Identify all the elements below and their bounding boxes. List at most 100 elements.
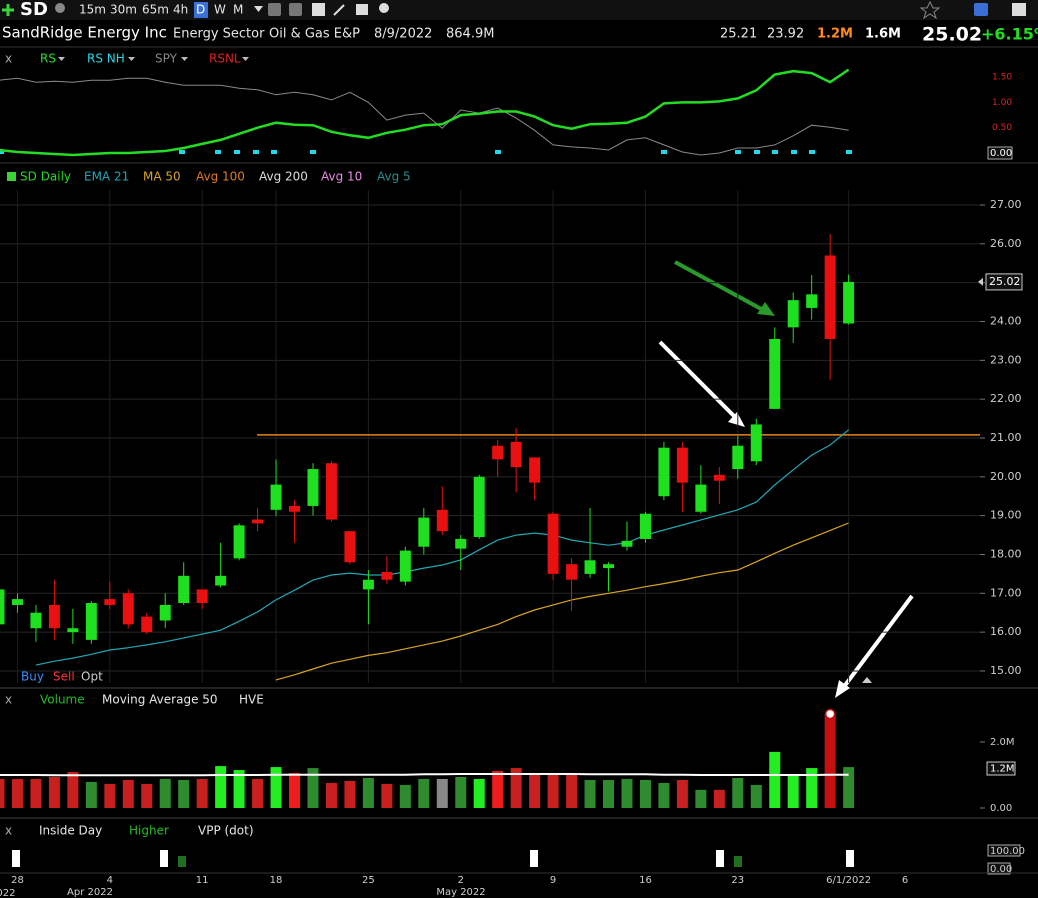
icon[interactable]: [974, 3, 988, 16]
icon[interactable]: [333, 4, 345, 16]
moving-average-line: [35, 429, 849, 666]
volume: 1.2M: [817, 27, 853, 42]
volume-bar: [806, 768, 818, 808]
candle-body: [0, 589, 5, 625]
volume-bar: [141, 783, 153, 808]
icon[interactable]: [289, 3, 302, 16]
dropdown[interactable]: [128, 57, 135, 61]
volume-bar: [455, 776, 467, 808]
y-tick-label: 27.00: [990, 198, 1022, 211]
candle-body: [67, 628, 79, 633]
icon[interactable]: [379, 3, 389, 13]
legend-item[interactable]: Inside Day: [39, 824, 102, 838]
volume-bar: [399, 784, 411, 808]
legend-item[interactable]: RSNL: [209, 52, 241, 66]
legend-item[interactable]: RS: [40, 52, 56, 66]
volume-bar: [492, 771, 504, 808]
x-tick-label: 23: [731, 875, 744, 886]
x-tick-label: 16: [639, 875, 652, 886]
candle-body: [141, 616, 153, 633]
timeframe[interactable]: 15m: [79, 3, 106, 17]
timeframe[interactable]: 30m: [110, 3, 137, 17]
legend-item[interactable]: EMA 21: [84, 170, 129, 184]
x-axis-label: 2022: [0, 888, 15, 898]
timeframe[interactable]: D: [196, 3, 205, 17]
rs-line: [0, 68, 850, 157]
legend-item[interactable]: Avg 200: [259, 170, 308, 184]
date: 8/9/2022: [374, 27, 432, 42]
legend-item[interactable]: Higher: [129, 824, 169, 838]
y-tick-label: 0.00: [990, 148, 1012, 159]
candle-body: [104, 599, 116, 605]
dropdown[interactable]: [254, 6, 263, 12]
y-tick-label: 21.00: [990, 431, 1022, 444]
legend-item[interactable]: Avg 100: [196, 170, 245, 184]
volume-bar: [473, 778, 485, 808]
volume-bar: [178, 779, 190, 808]
low: 23.92: [767, 27, 804, 42]
y-tick-label: 20.00: [990, 470, 1022, 483]
timeframe-active: [194, 2, 208, 18]
candle-body: [676, 447, 688, 483]
candle-body: [362, 579, 374, 590]
buy-button[interactable]: Buy: [21, 670, 44, 684]
timeframe[interactable]: 65m: [142, 3, 169, 17]
legend-item[interactable]: Avg 5: [377, 170, 411, 184]
icon[interactable]: [312, 3, 325, 16]
scale-label: 0.00: [990, 864, 1012, 875]
x-tick-label: 2: [458, 875, 464, 886]
volume-bar: [824, 713, 836, 808]
icon[interactable]: [356, 4, 368, 15]
icon[interactable]: [268, 3, 281, 16]
y-tick-label: 0.00: [990, 803, 1012, 814]
sell-button[interactable]: Sell: [53, 670, 75, 684]
symbol[interactable]: SD: [20, 0, 48, 20]
legend-item[interactable]: Volume: [40, 693, 85, 707]
legend-item[interactable]: SPY: [155, 52, 178, 66]
legend-item[interactable]: VPP (dot): [198, 824, 254, 838]
legend-item[interactable]: Avg 10: [321, 170, 362, 184]
icon[interactable]: [1012, 3, 1026, 16]
candle-body: [289, 505, 301, 512]
legend-item[interactable]: SD Daily: [20, 170, 71, 184]
legend-item[interactable]: RS NH: [87, 52, 125, 66]
close-button[interactable]: x: [5, 52, 12, 66]
candle-body: [307, 469, 319, 506]
swatch[interactable]: [7, 172, 16, 181]
volume-bar: [30, 778, 42, 808]
candle-body: [695, 484, 707, 512]
volume-bar: [436, 778, 448, 808]
last-volume-label: 1.2M: [990, 764, 1015, 775]
legend-item[interactable]: HVE: [239, 693, 264, 707]
timeframe[interactable]: 4h: [173, 3, 188, 17]
close-button[interactable]: x: [5, 824, 12, 838]
marker: [862, 677, 872, 683]
x-tick-label: 28: [11, 875, 24, 886]
volume-bar: [289, 773, 301, 808]
candle-body: [584, 560, 596, 574]
legend-item[interactable]: Moving Average 50: [102, 693, 218, 707]
candle-body: [252, 519, 264, 524]
icon[interactable]: [55, 3, 65, 13]
opt-button[interactable]: Opt: [81, 670, 103, 684]
close-button[interactable]: x: [5, 693, 12, 707]
legend-item[interactable]: MA 50: [143, 170, 181, 184]
candle-body: [843, 281, 855, 324]
add-icon[interactable]: [2, 4, 14, 16]
timeframe[interactable]: M: [233, 3, 243, 17]
x-axis-label: May 2022: [436, 887, 485, 898]
candle-body: [48, 604, 60, 629]
volume-bar: [547, 775, 559, 808]
value-box: [987, 862, 1011, 875]
dropdown[interactable]: [181, 57, 188, 61]
y-tick-label: 1.50: [992, 73, 1012, 83]
dropdown[interactable]: [242, 57, 249, 61]
dropdown[interactable]: [58, 57, 65, 61]
volume-bar: [159, 778, 171, 808]
star-icon[interactable]: [919, 0, 941, 20]
x-axis-label: Apr 2022: [67, 887, 113, 898]
timeframe[interactable]: W: [214, 3, 226, 17]
x-tick-label: 18: [270, 875, 283, 886]
last-volume-box: [986, 761, 1016, 776]
candle-body: [344, 531, 356, 563]
